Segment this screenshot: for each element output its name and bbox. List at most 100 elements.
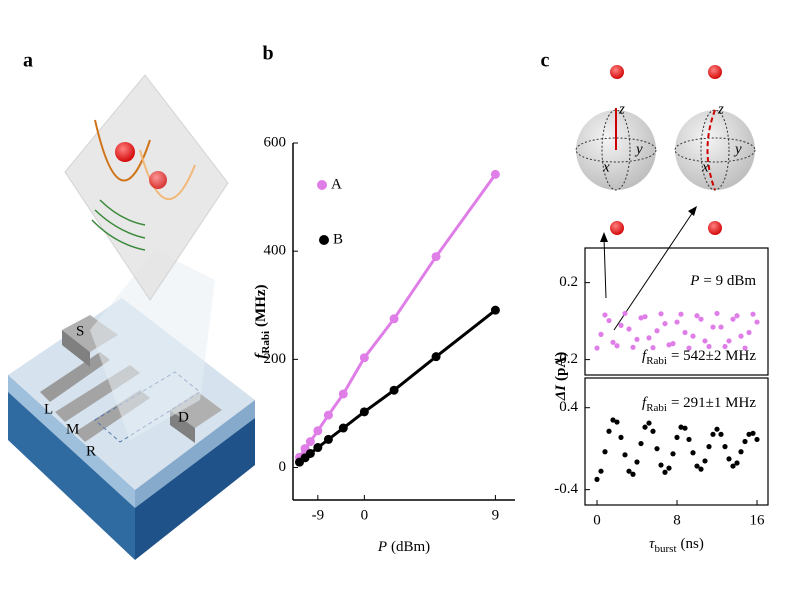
data-point (714, 310, 720, 317)
bloch-axis-label: x (602, 159, 610, 175)
panel-label: b (262, 43, 273, 65)
electron (115, 142, 135, 162)
data-point (718, 431, 724, 437)
label-text: (ns) (681, 536, 704, 552)
data-point (698, 466, 704, 472)
data-point (750, 430, 756, 436)
data-point (726, 456, 732, 462)
annotation: P = 9 dBm (689, 273, 756, 289)
data-point (638, 315, 644, 321)
data-point (694, 313, 700, 319)
data-point (726, 338, 732, 344)
rotation-path (706, 109, 716, 191)
data-point (323, 434, 333, 444)
data-point (622, 452, 628, 458)
y-tick-label: 600 (264, 134, 287, 150)
label-subscript: burst (655, 543, 677, 555)
x-tick-label: 9 (492, 507, 500, 523)
device-label: R (86, 443, 96, 459)
data-point (674, 434, 680, 441)
data-point (738, 333, 744, 339)
data-point (642, 314, 648, 320)
gate-d (170, 392, 222, 428)
device-label: S (76, 323, 84, 339)
x-axis-label: τburst (ns) (649, 536, 704, 554)
data-point (706, 343, 712, 350)
data-point (594, 476, 600, 482)
data-point (678, 311, 684, 317)
data-point (490, 169, 500, 179)
y-tick-label: 200 (264, 351, 287, 367)
data-point (722, 444, 728, 450)
prism (64, 74, 229, 301)
x-tick-label: 8 (673, 512, 681, 528)
gate-s (62, 330, 90, 367)
data-point (710, 431, 716, 437)
chip-side-left (8, 375, 135, 560)
data-point (742, 438, 748, 445)
label-symbol: ΔI (553, 384, 569, 401)
label-text: (dBm) (391, 539, 430, 555)
label-text: = 291±1 MHz (671, 395, 756, 411)
label-text: = 542±2 MHz (671, 348, 756, 364)
data-point (650, 345, 656, 351)
potential-well (139, 149, 196, 200)
y-tick-label: 0.2 (559, 274, 578, 290)
data-point (682, 329, 688, 336)
data-point (359, 407, 369, 417)
data-point (610, 339, 616, 345)
data-point (658, 462, 664, 468)
data-point (598, 331, 604, 337)
data-point (750, 311, 756, 317)
data-point (698, 316, 704, 322)
label-symbol: f (642, 395, 648, 411)
data-point (702, 338, 708, 344)
data-point (702, 458, 708, 464)
data-point (730, 463, 736, 469)
bloch-axis-label: y (733, 141, 742, 157)
bloch-axis-label: z (618, 101, 625, 117)
data-point (650, 428, 656, 434)
data-point (754, 436, 760, 443)
data-point (690, 450, 696, 456)
data-point (734, 460, 740, 466)
data-point (305, 448, 315, 458)
label-text: (MHz) (253, 284, 269, 326)
chip-layer (8, 375, 135, 508)
y-tick-label: -0.2 (554, 351, 578, 367)
data-point (338, 389, 348, 399)
data-point (754, 319, 760, 325)
x-axis-label: P (dBm) (377, 539, 430, 555)
arrow-head (688, 206, 697, 216)
data-point (389, 385, 399, 395)
data-point (734, 313, 740, 319)
spin-down (610, 221, 624, 235)
label-subscript: Rabi (646, 402, 667, 414)
data-point (706, 444, 712, 450)
spin-up (610, 65, 624, 79)
chip-layer (135, 400, 255, 508)
panel-label: a (23, 50, 33, 72)
data-point (710, 324, 716, 330)
arrow (603, 237, 607, 299)
data-point (606, 317, 612, 324)
bloch-spheres (575, 65, 756, 331)
legend-label: A (331, 176, 342, 192)
data-point (323, 410, 333, 420)
data-point (634, 459, 640, 465)
device-illustration (8, 74, 255, 560)
data-point (614, 419, 620, 425)
data-point (389, 314, 399, 324)
legend-label: B (333, 231, 343, 247)
data-point (622, 310, 628, 317)
spin-up (708, 65, 722, 79)
spin-down (708, 221, 722, 235)
data-point (305, 437, 315, 447)
data-point (638, 440, 644, 447)
data-point (602, 449, 608, 455)
annotation: fRabi = 291±1 MHz (642, 395, 756, 413)
data-point (714, 426, 720, 432)
label-text: = 9 dBm (703, 273, 756, 289)
data-point (630, 471, 636, 477)
data-point (686, 436, 692, 443)
